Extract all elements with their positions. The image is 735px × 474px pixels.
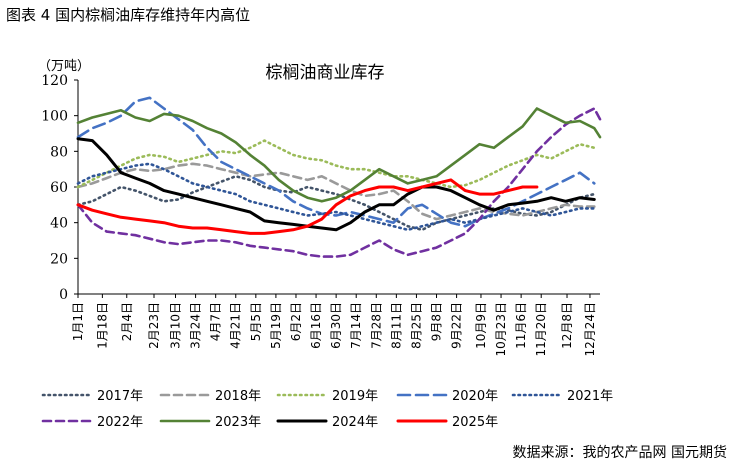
- legend-label: 2022年: [97, 415, 143, 430]
- y-tick-label: 100: [41, 109, 68, 125]
- x-tick-label: 8月11日: [389, 302, 403, 349]
- x-tick-label: 5月5日: [249, 302, 263, 341]
- x-tick-label: 10月9日: [474, 302, 488, 349]
- legend-label: 2018年: [215, 389, 261, 404]
- legend-label: 2020年: [452, 389, 498, 404]
- legend-label: 2021年: [567, 389, 613, 404]
- chart-title: 棕榈油商业库存: [266, 63, 385, 83]
- x-tick-label: 12月24日: [583, 302, 597, 357]
- axes: 0 20 40 60 80 100 120 1月1日 1月18日 2月4日 2月23日 3月10日 3月…: [41, 73, 600, 357]
- x-tick-label: 11月6日: [514, 302, 528, 349]
- series-line-2017年: [76, 175, 596, 232]
- x-tick-label: 5月19日: [269, 302, 283, 349]
- x-tick-label: 4月7日: [209, 302, 223, 341]
- y-tick-label: 20: [50, 251, 68, 267]
- x-tick-label: 8月25日: [409, 302, 423, 349]
- x-tick-label: 3月10日: [169, 302, 183, 349]
- y-tick-label: 80: [50, 144, 68, 160]
- x-tick-label: 1月1日: [71, 302, 85, 341]
- x-tick-label: 2月4日: [120, 302, 134, 341]
- legend-label: 2024年: [332, 415, 378, 430]
- x-tick-label: 2月23日: [147, 302, 161, 349]
- y-tick-label: 0: [59, 287, 68, 303]
- x-tick-label: 9月8日: [430, 302, 444, 341]
- x-tick-label: 11月20日: [534, 302, 548, 357]
- page-title: 图表 4 国内棕榈油库存维持年内高位: [6, 6, 251, 24]
- series-line-2023年: [76, 107, 602, 203]
- y-tick-label: 60: [50, 180, 68, 196]
- legend-label: 2023年: [215, 415, 261, 430]
- x-tick-label: 9月22日: [450, 302, 464, 349]
- series-line-2018年: [76, 162, 596, 221]
- x-tick-label: 1月18日: [95, 302, 109, 349]
- series-layer: [76, 96, 602, 258]
- x-tick-label: 3月24日: [189, 302, 203, 349]
- series-line-2019年: [76, 139, 596, 189]
- x-tick-label: 6月30日: [329, 302, 343, 349]
- x-tick-label: 10月23日: [494, 302, 508, 357]
- x-tick-label: 6月16日: [309, 302, 323, 349]
- legend-label: 2025年: [452, 415, 498, 430]
- legend: 2017年 2018年 2019年 2020年 2021年 2022年 2023年 2024年…: [41, 389, 613, 430]
- series-line-2024年: [76, 137, 596, 232]
- y-tick-label: 120: [41, 73, 68, 89]
- legend-label: 2017年: [97, 389, 143, 404]
- y-tick-label: 40: [50, 216, 68, 232]
- series-line-2021年: [76, 162, 596, 232]
- series-line-2022年: [76, 107, 602, 258]
- x-tick-label: 7月28日: [369, 302, 383, 349]
- legend-label: 2019年: [332, 389, 378, 404]
- x-tick-label: 4月21日: [229, 302, 243, 349]
- x-tick-label: 12月8日: [560, 302, 574, 349]
- x-tick-label: 6月2日: [289, 302, 303, 341]
- y-axis-label: （万吨）: [38, 59, 90, 74]
- series-line-2025年: [76, 178, 539, 235]
- source-note: 数据来源：我的农产品网 国元期货: [512, 445, 727, 461]
- series-line-2020年: [76, 96, 596, 228]
- x-tick-label: 7月14日: [349, 302, 363, 349]
